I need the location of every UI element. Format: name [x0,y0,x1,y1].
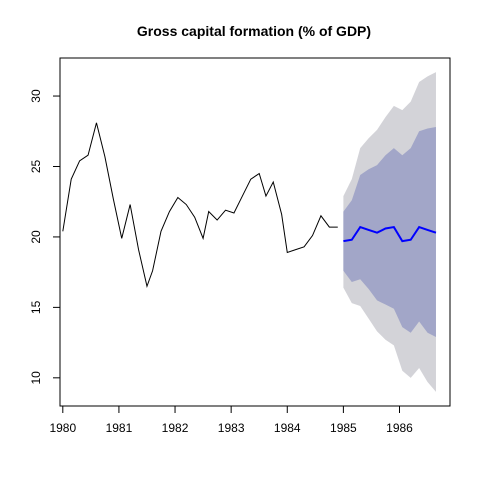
x-tick-label: 1984 [274,421,301,435]
chart-title: Gross capital formation (% of GDP) [137,23,371,39]
x-tick-label: 1985 [330,421,357,435]
y-tick-label: 10 [29,371,43,385]
history-line [62,122,338,289]
y-tick-label: 15 [29,300,43,314]
y-tick-label: 30 [29,89,43,103]
y-tick-label: 20 [29,230,43,244]
prediction-band-80 [343,127,436,337]
x-tick-label: 1986 [386,421,413,435]
x-tick-label: 1983 [218,421,245,435]
axes: 1980 1981 1982 1983 1984 1985 1986 10 15 20 25 30 [29,57,451,435]
plot-area [62,72,437,392]
x-tick-label: 1982 [162,421,189,435]
y-tick-label: 25 [29,159,43,173]
x-tick-label: 1980 [49,421,76,435]
x-tick-label: 1981 [106,421,133,435]
forecast-line [343,225,437,243]
